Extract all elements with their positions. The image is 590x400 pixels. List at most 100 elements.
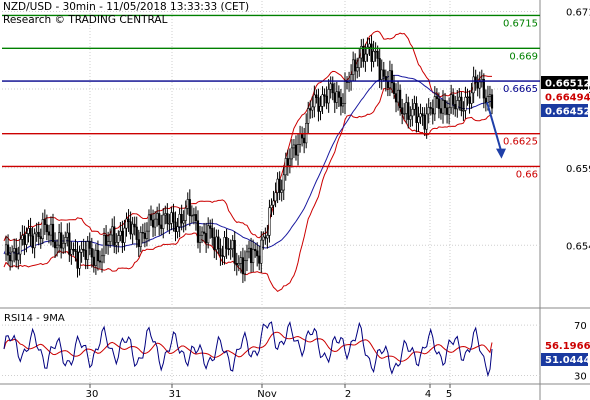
candle-body xyxy=(139,232,142,247)
candle-body xyxy=(66,232,69,238)
candle-body xyxy=(470,92,473,104)
candle-body xyxy=(4,244,8,255)
candle-body xyxy=(164,213,167,216)
candle-body xyxy=(258,255,261,264)
x-tick-label: 4 xyxy=(425,389,431,400)
candle-body xyxy=(29,228,32,237)
candle-body xyxy=(35,231,38,235)
candle-body xyxy=(243,260,247,275)
candle-body xyxy=(327,89,330,104)
candle-body xyxy=(378,58,381,80)
candle-body xyxy=(151,219,155,228)
candle-body xyxy=(80,248,83,253)
candle-body xyxy=(207,225,210,244)
candle-body xyxy=(70,249,73,255)
candle-body xyxy=(313,94,316,108)
candle-body xyxy=(60,232,63,249)
candle-body xyxy=(88,241,91,249)
candle-body xyxy=(137,239,140,247)
bollinger-upper-line xyxy=(3,30,492,242)
candle-body xyxy=(486,96,490,103)
price-badge-label-band: 0.66494 xyxy=(545,93,590,104)
candle-body xyxy=(290,147,293,160)
candle-body xyxy=(382,69,385,77)
candle-body xyxy=(460,96,463,111)
candle-body xyxy=(262,236,265,241)
x-tick-label: 31 xyxy=(169,389,182,400)
candle-body xyxy=(39,236,42,239)
candle-body xyxy=(143,232,146,239)
candle-body xyxy=(403,113,406,115)
candle-body xyxy=(458,96,461,101)
candle-body xyxy=(321,94,324,107)
candle-body xyxy=(372,51,375,62)
candle-body xyxy=(107,241,110,246)
candle-body xyxy=(413,103,416,110)
candle-body xyxy=(25,233,28,245)
level-label-resistance: 0.669 xyxy=(509,51,538,62)
candle-body xyxy=(423,115,426,130)
candle-body xyxy=(488,94,492,97)
candle-body xyxy=(196,220,200,243)
candle-body xyxy=(11,251,14,262)
candle-body xyxy=(396,89,400,103)
candle-body xyxy=(78,251,81,269)
candle-body xyxy=(215,236,218,250)
candle-body xyxy=(123,227,126,243)
candle-body xyxy=(182,220,185,224)
candle-body xyxy=(100,255,104,263)
candle-body xyxy=(252,248,255,264)
candle-body xyxy=(131,223,134,235)
candle-body xyxy=(84,249,87,260)
candle-body xyxy=(352,59,355,75)
candle-body xyxy=(102,234,106,257)
candle-body xyxy=(490,94,494,109)
candle-body xyxy=(437,98,441,109)
candle-body xyxy=(64,237,67,244)
candle-body xyxy=(409,115,412,120)
candle-body xyxy=(172,212,175,223)
chart-header-line1: NZD/USD - 30min - 11/05/2018 13:33:33 (C… xyxy=(3,1,250,13)
candle-body xyxy=(388,70,392,89)
candle-body xyxy=(350,74,353,82)
x-tick-label: 2 xyxy=(345,389,351,400)
candle-body xyxy=(343,81,347,104)
candle-body xyxy=(184,207,187,221)
candle-body xyxy=(174,221,177,232)
candle-body xyxy=(288,158,291,166)
candle-body xyxy=(135,226,138,240)
candle-body xyxy=(354,59,357,72)
candle-body xyxy=(233,240,236,264)
candle-body xyxy=(213,237,216,250)
candle-body xyxy=(331,83,334,94)
candle-body xyxy=(127,218,130,223)
candle-body xyxy=(229,248,232,250)
candle-body xyxy=(329,83,332,90)
candle-body xyxy=(200,231,204,236)
y-tick-label: 0.6540 xyxy=(566,241,590,252)
candle-body xyxy=(68,232,71,255)
candle-body xyxy=(452,94,455,105)
x-tick-label: Nov xyxy=(257,389,277,400)
candle-body xyxy=(153,218,157,228)
rsi-y-tick-label: 70 xyxy=(574,321,587,332)
candle-body xyxy=(298,133,302,145)
candle-body xyxy=(307,108,310,124)
candle-body xyxy=(47,231,51,236)
candle-body xyxy=(272,200,275,206)
candle-body xyxy=(160,224,163,229)
candle-body xyxy=(311,106,314,111)
candle-body xyxy=(217,236,220,250)
candle-body xyxy=(411,108,414,117)
candle-body xyxy=(219,248,222,256)
candle-body xyxy=(33,233,36,249)
candles-group xyxy=(4,35,494,283)
candle-body xyxy=(53,241,57,249)
candle-body xyxy=(333,92,336,103)
candle-body xyxy=(435,96,438,99)
candle-body xyxy=(370,43,373,62)
candle-body xyxy=(203,231,206,234)
price-badge-label-ma: 0.66452 xyxy=(545,107,590,118)
candle-body xyxy=(421,113,424,116)
